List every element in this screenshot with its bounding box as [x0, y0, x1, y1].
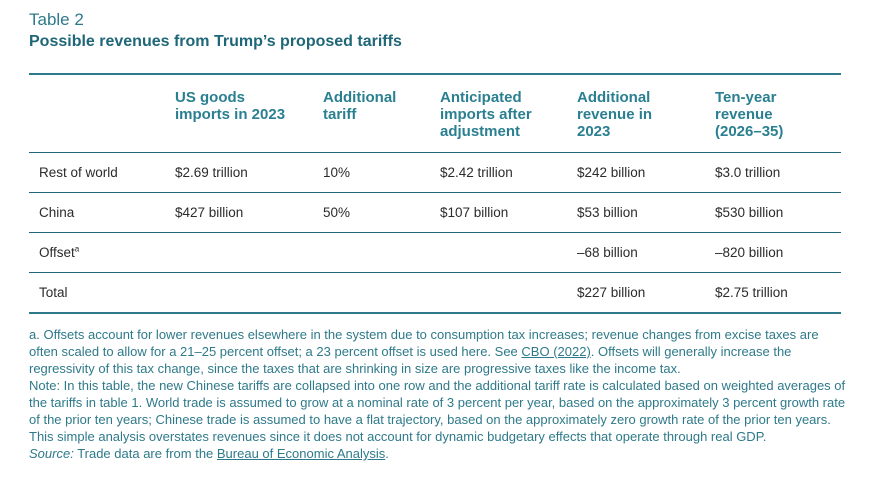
table-cell — [323, 233, 440, 273]
column-header-ten-year-revenue: Ten-year revenue (2026–35) — [715, 89, 784, 140]
table-cell — [175, 273, 323, 313]
document: Table 2 Possible revenues from Trump’s p… — [29, 10, 845, 461]
footnote-a-text: a. Offsets account for lower revenues el… — [29, 327, 819, 359]
table-title: Possible revenues from Trump’s proposed … — [29, 33, 402, 50]
table-cell: $2.75 trillion — [715, 284, 788, 300]
table-cell: $427 billion — [175, 205, 244, 220]
row-label: Total — [39, 284, 68, 300]
row-label: China — [39, 205, 75, 220]
table-header-row: US goods imports in 2023 Additional tari… — [29, 74, 841, 153]
source-text: Trade data are from the — [73, 446, 217, 461]
table-cell: 10% — [323, 165, 351, 180]
row-label-offset: Offseta — [29, 233, 175, 273]
source-label: Source: — [29, 446, 74, 461]
table-note: Note: In this table, the new Chinese tar… — [29, 378, 846, 444]
table-row: Offseta –68 billion –820 billion — [29, 232, 841, 273]
revenue-table: US goods imports in 2023 Additional tari… — [29, 73, 841, 314]
bea-link[interactable]: Bureau of Economic Analysis — [216, 446, 386, 461]
table-cell: $530 billion — [715, 205, 784, 220]
source-line: Source: Trade data are from the Bureau o… — [29, 445, 849, 462]
table-cell: –820 billion — [715, 245, 784, 260]
row-label: Offset — [39, 245, 75, 260]
footnote-marker: a — [74, 244, 80, 254]
table-cell: $107 billion — [440, 205, 509, 220]
footnote-a: a. Offsets account for lower revenues el… — [29, 326, 849, 377]
table-row: China $427 billion 50% $107 billion $53 … — [29, 192, 841, 233]
table-cell — [175, 233, 323, 273]
column-header-additional-revenue: Additional revenue in 2023 — [577, 89, 653, 140]
column-header-us-goods-imports: US goods imports in 2023 — [175, 89, 286, 123]
table-cell: $2.42 trillion — [440, 165, 513, 180]
footnote-a-text-end: . Offsets will generally increase the re… — [29, 344, 792, 376]
table-row: Rest of world $2.69 trillion 10% $2.42 t… — [29, 152, 841, 193]
row-label: Rest of world — [39, 165, 118, 180]
column-header — [29, 74, 175, 153]
table-row: Total $227 billion $2.75 trillion — [29, 272, 841, 313]
table-cell: $227 billion — [577, 284, 646, 300]
table-cell: –68 billion — [577, 245, 638, 260]
source-text-end: . — [385, 446, 389, 461]
table-cell — [323, 273, 440, 313]
table-label: Table 2 — [29, 10, 84, 29]
table-cell: $3.0 trillion — [715, 165, 781, 180]
table-cell: $242 billion — [577, 165, 646, 180]
column-header-additional-tariff: Additional tariff — [323, 89, 397, 123]
table-cell: 50% — [323, 205, 351, 220]
column-header-anticipated-imports: Anticipated imports after adjustment — [440, 89, 532, 140]
table-cell: $53 billion — [577, 205, 638, 220]
table-cell — [440, 273, 577, 313]
table-cell: $2.69 trillion — [175, 165, 248, 180]
table-notes: a. Offsets account for lower revenues el… — [29, 326, 849, 462]
table-cell — [440, 233, 577, 273]
cbo-2022-link[interactable]: CBO (2022) — [521, 344, 591, 359]
